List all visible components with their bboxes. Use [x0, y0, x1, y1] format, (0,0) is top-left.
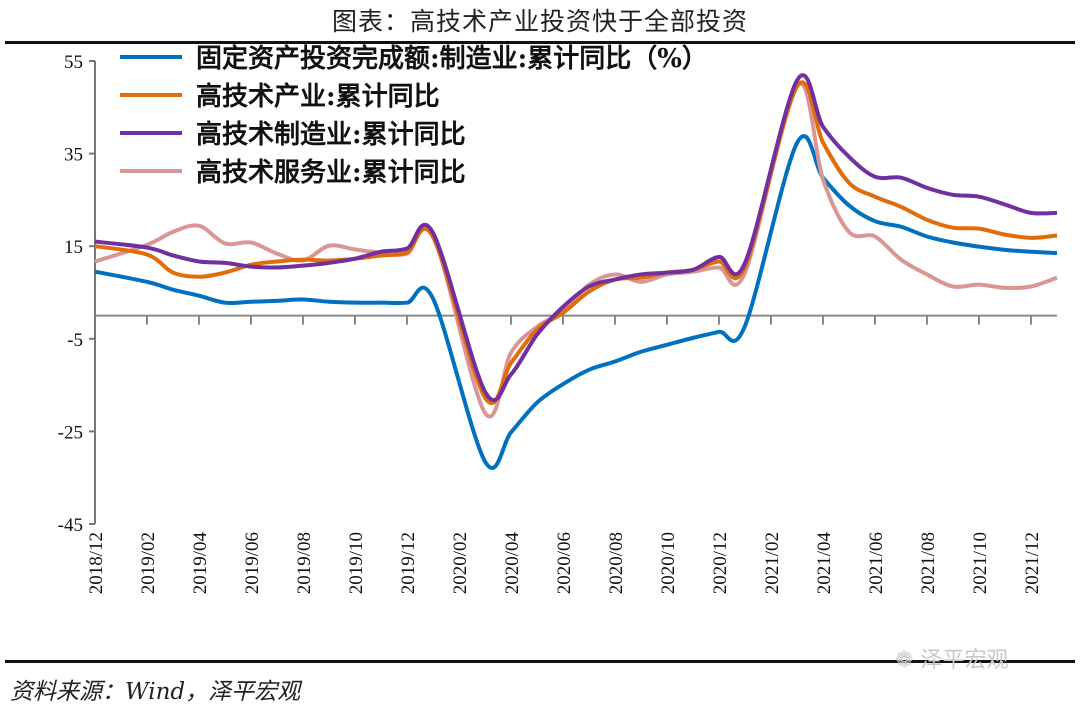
series-line-0 [94, 134, 1058, 470]
y-tick-label: 55 [64, 52, 83, 73]
x-tick-label: 2021/08 [918, 532, 939, 594]
legend-label-1: 高技术产业:累计同比 [196, 81, 440, 112]
y-tick-label: -25 [58, 422, 83, 443]
x-tick-label: 2019/08 [294, 532, 315, 594]
x-tick-label: 2019/06 [242, 532, 263, 594]
x-tick-label: 2021/06 [866, 532, 887, 594]
x-tick-label: 2020/06 [554, 532, 575, 594]
x-tick-label: 2020/10 [658, 532, 679, 594]
bottom-divider [5, 660, 1075, 663]
x-tick-label: 2019/04 [190, 532, 211, 595]
x-tick-label: 2019/12 [398, 532, 419, 594]
x-tick-label: 2021/02 [762, 532, 783, 594]
series-line-2 [94, 73, 1058, 403]
x-tick-label: 2021/12 [1022, 532, 1043, 594]
watermark: ❁ 泽平宏观 [895, 642, 1008, 674]
x-tick-label: 2020/08 [606, 532, 627, 594]
legend-label-0: 固定资产投资完成额:制造业:累计同比（%） [196, 43, 708, 74]
x-tick-label: 2020/04 [502, 532, 523, 595]
x-tick-label: 2021/04 [814, 532, 835, 595]
y-tick-label: -45 [58, 515, 83, 536]
top-divider [5, 41, 1075, 44]
x-tick-label: 2020/12 [710, 532, 731, 594]
x-tick-label: 2019/02 [138, 532, 159, 594]
chart-title: 图表：高技术产业投资快于全部投资 [331, 7, 748, 36]
watermark-text: 泽平宏观 [920, 648, 1009, 673]
wechat-icon: ❁ [895, 648, 921, 673]
series-line-1 [94, 80, 1058, 406]
legend-label-2: 高技术制造业:累计同比 [196, 119, 466, 150]
x-tick-label: 2018/12 [86, 532, 107, 594]
y-tick-label: 15 [64, 237, 83, 258]
y-tick-label: 35 [64, 145, 83, 166]
x-tick-label: 2019/10 [346, 532, 367, 594]
x-tick-label: 2021/10 [970, 532, 991, 594]
x-tick-label: 2020/02 [450, 532, 471, 594]
source-note: 资料来源：Wind，泽平宏观 [10, 679, 301, 705]
legend-label-3: 高技术服务业:累计同比 [196, 157, 466, 188]
y-tick-label: -5 [67, 330, 83, 351]
